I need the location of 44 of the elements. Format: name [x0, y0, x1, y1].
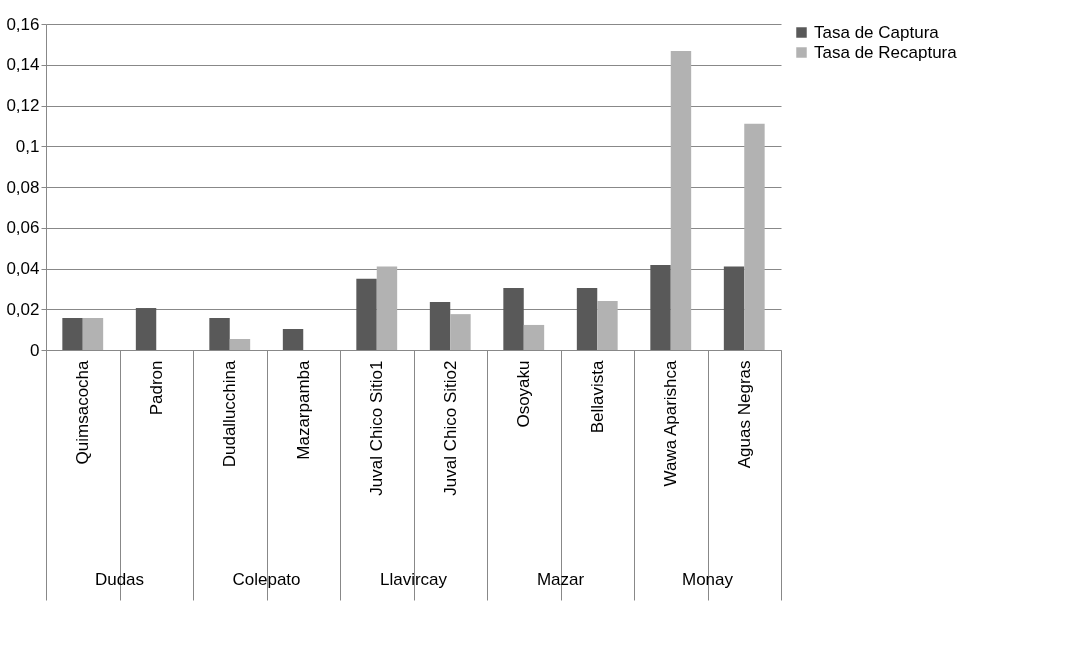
bar [503, 288, 524, 350]
y-tick-label: 0 [30, 340, 40, 360]
x-tick-label: Osoyaku [514, 360, 534, 428]
x-tick-label: Quimsacocha [73, 359, 93, 465]
x-tick-label: Padron [146, 360, 166, 416]
y-tick-label: 0,02 [6, 299, 40, 319]
bar [523, 324, 545, 350]
bar [82, 318, 104, 350]
x-tick-label: Wawa Aparishca [661, 359, 681, 487]
x-tick-label: Mazarpamba [293, 359, 313, 460]
x-tick-label: Bellavista [587, 359, 607, 434]
bar [429, 302, 451, 350]
legend-label: Tasa de Recaptura [814, 42, 958, 62]
bar [650, 265, 671, 350]
bar [723, 266, 745, 350]
bar [356, 278, 377, 350]
text: Monay [681, 570, 734, 589]
text: Colepato [232, 570, 301, 589]
y-tick-label: 0,16 [6, 14, 40, 34]
text: Dudas [94, 570, 145, 589]
x-tick-label: Aguas Negras [734, 360, 754, 469]
bar [597, 301, 618, 350]
x-tick-label: Juval Chico Sitio2 [440, 360, 460, 496]
bar [282, 329, 304, 350]
bar [135, 308, 157, 350]
bar [229, 339, 251, 350]
bar [450, 314, 471, 350]
bar [376, 266, 398, 350]
text: Llavircay [379, 570, 448, 589]
legend-label: Tasa de Captura [814, 22, 940, 42]
bar [670, 51, 692, 350]
y-tick-label: 0,06 [6, 218, 40, 238]
x-tick-label: Juval Chico Sitio1 [367, 360, 387, 496]
y-tick-label: 0,08 [6, 177, 40, 197]
text: Mazar [536, 570, 585, 589]
y-tick-label: 0,14 [6, 55, 40, 75]
bar [744, 123, 765, 350]
bar [62, 318, 83, 350]
y-tick-label: 0,1 [15, 136, 40, 156]
y-tick-label: 0,04 [6, 259, 40, 278]
bar [576, 288, 598, 350]
x-tick-label: Dudallucchina [220, 359, 240, 468]
bar [209, 318, 230, 350]
y-tick-label: 0,12 [6, 96, 40, 115]
